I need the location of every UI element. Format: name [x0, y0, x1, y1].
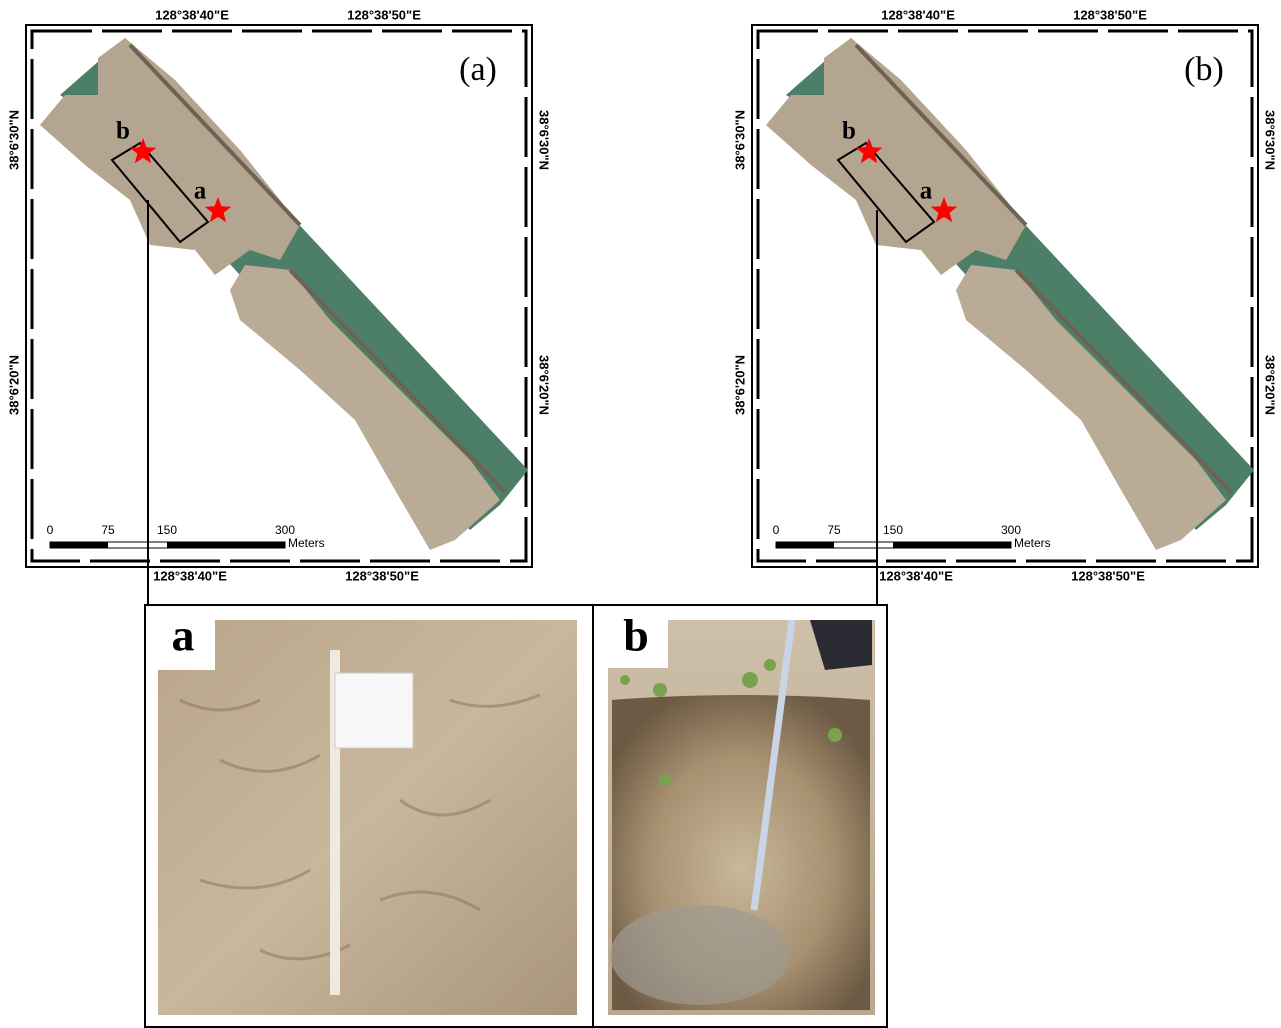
figure: b a (a) 128°38'40"E 128°38'50"E 128°38'40"E 12… [0, 0, 1281, 1028]
scale-bar [776, 542, 834, 548]
top-tick-label: 128°38'40"E [155, 7, 229, 22]
photo-b: b [608, 610, 875, 1015]
site-label: a [194, 178, 207, 205]
top-tick-label: 128°38'50"E [347, 7, 421, 22]
site-label: b [842, 118, 856, 145]
bottom-tick-label: 128°38'50"E [1071, 568, 1145, 583]
scale-label: 75 [827, 523, 841, 537]
scale-label: 0 [773, 523, 780, 537]
scale-bar [893, 542, 1011, 548]
map-panel: b a (a) 128°38'40"E 128°38'50"E 128°38'40"E 12… [6, 7, 551, 583]
right-tick-label: 38°6'20"N [537, 355, 552, 415]
scale-label: 300 [275, 523, 295, 537]
right-tick-label: 38°6'20"N [1263, 355, 1278, 415]
scale-unit: Meters [288, 536, 325, 550]
left-tick-label: 38°6'20"N [6, 355, 21, 415]
right-tick-label: 38°6'30"N [1263, 110, 1278, 170]
site-label: b [116, 118, 130, 145]
left-tick-label: 38°6'20"N [732, 355, 747, 415]
bottom-tick-label: 128°38'50"E [345, 568, 419, 583]
left-tick-label: 38°6'30"N [6, 110, 21, 170]
photo-label: b [623, 610, 649, 661]
maps: b a (a) 128°38'40"E 128°38'50"E 128°38'40"E 12… [6, 7, 1277, 605]
left-tick-label: 38°6'30"N [732, 110, 747, 170]
scale-label: 75 [101, 523, 115, 537]
scale-label: 150 [883, 523, 903, 537]
bottom-tick-label: 128°38'40"E [153, 568, 227, 583]
top-tick-label: 128°38'40"E [881, 7, 955, 22]
right-tick-label: 38°6'30"N [537, 110, 552, 170]
scale-label: 300 [1001, 523, 1021, 537]
site-label: a [920, 178, 933, 205]
top-tick-label: 128°38'50"E [1073, 7, 1147, 22]
photo-label: a [172, 610, 195, 661]
panel-label: (b) [1184, 51, 1224, 88]
scale-bar [167, 542, 285, 548]
scale-unit: Meters [1014, 536, 1051, 550]
scale-label: 0 [47, 523, 54, 537]
photo-a: a [158, 610, 577, 1015]
panel-label: (a) [459, 51, 497, 88]
scale-bar [50, 542, 108, 548]
bottom-tick-label: 128°38'40"E [879, 568, 953, 583]
map-panel: b a (b) 128°38'40"E 128°38'50"E 128°38'40"E 12… [732, 7, 1277, 583]
scale-label: 150 [157, 523, 177, 537]
